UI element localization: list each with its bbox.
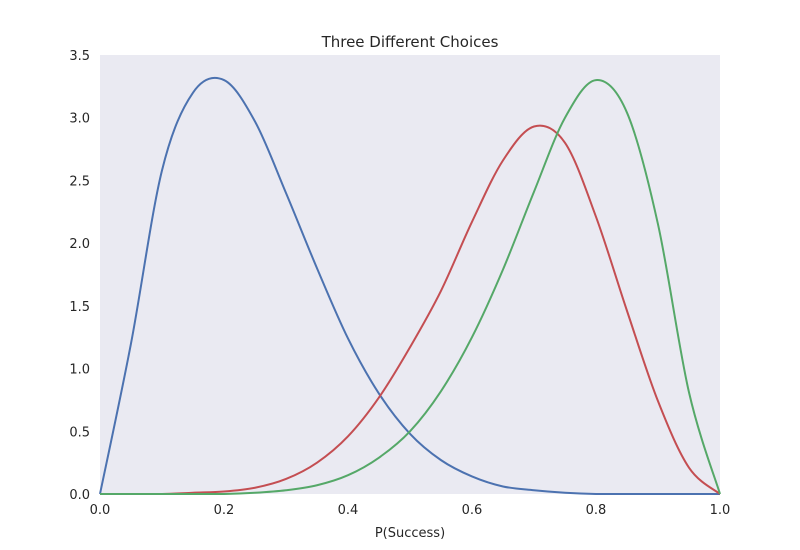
x-tick-label: 0.2 (214, 503, 235, 518)
x-tick-label: 1.0 (710, 503, 731, 518)
y-tick-label: 0.0 (69, 488, 90, 503)
chart-title: Three Different Choices (321, 33, 499, 51)
x-tick-label: 0.4 (338, 503, 359, 518)
y-tick-label: 3.5 (69, 49, 90, 64)
series-line-1 (99, 76, 720, 495)
x-tick-label: 0.8 (586, 503, 607, 518)
x-axis-label: P(Success) (375, 526, 445, 541)
y-tick-label: 1.5 (69, 300, 90, 315)
y-tick-label: 1.0 (69, 363, 90, 378)
y-tick-labels: 0.0 0.5 1.0 1.5 2.0 2.5 3.0 3.5 (69, 49, 90, 503)
plot-background (100, 55, 720, 494)
series-line-2 (100, 124, 721, 495)
y-tick-label: 2.0 (69, 237, 90, 252)
y-tick-label: 2.5 (69, 174, 90, 189)
x-tick-label: 0.0 (90, 503, 111, 518)
y-tick-label: 3.0 (69, 112, 90, 127)
x-tick-label: 0.6 (462, 503, 483, 518)
y-tick-label: 0.5 (69, 425, 90, 440)
series-line-3 (100, 79, 721, 495)
x-tick-labels: 0.0 0.2 0.4 0.6 0.8 1.0 (90, 503, 731, 518)
series-layer (99, 76, 721, 495)
